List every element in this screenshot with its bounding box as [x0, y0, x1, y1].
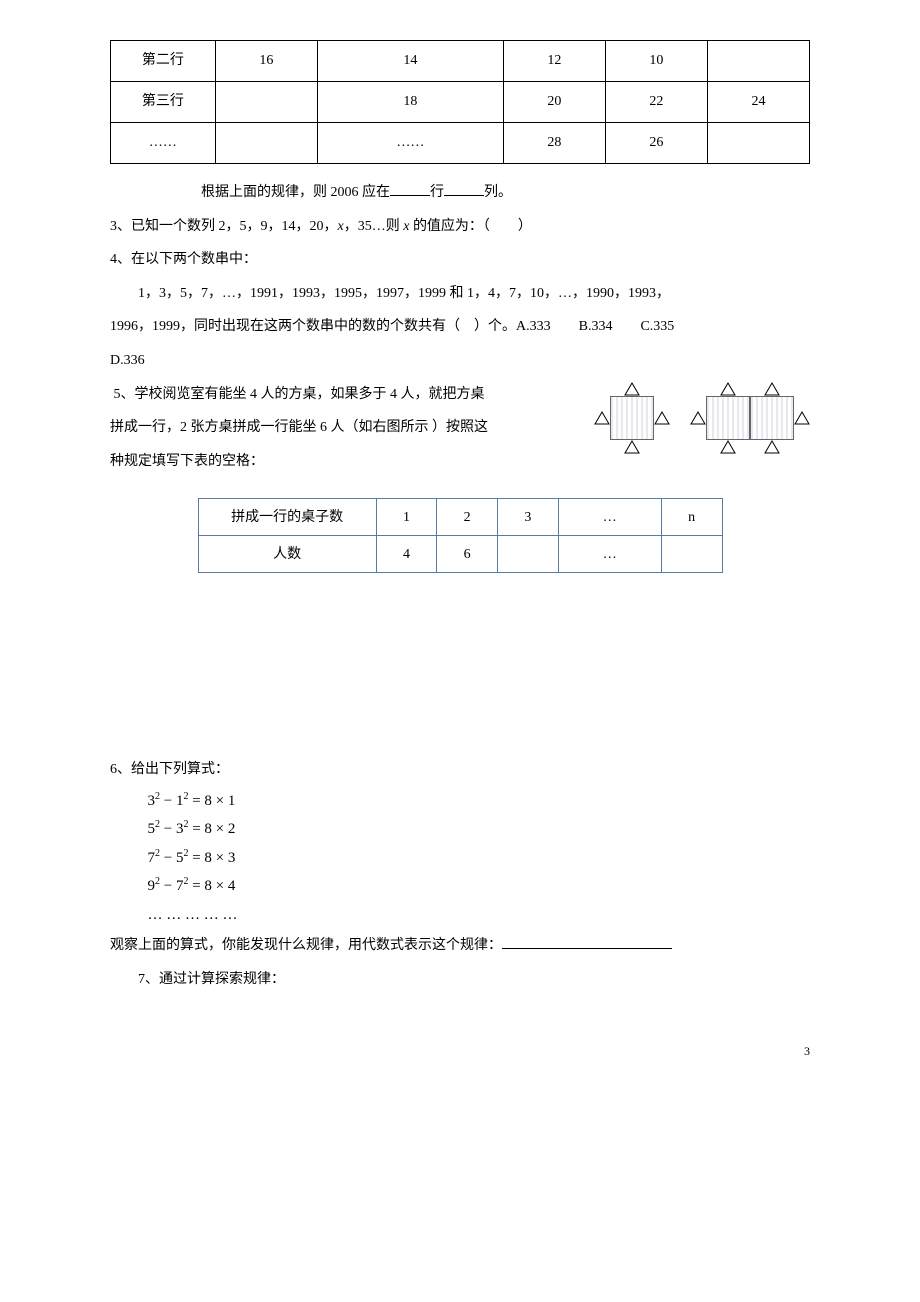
q3: 3、已知一个数列 2，5，9，14，20，x，35…则 x 的值应为：（ ） — [110, 210, 810, 244]
desk-icon — [750, 396, 794, 440]
triangle-icon — [690, 411, 706, 425]
cell: 16 — [215, 41, 317, 82]
q2-tail: 根据上面的规律，则 2006 应在 行 列。 — [110, 176, 810, 210]
fill-blank — [390, 181, 430, 196]
tri-row-top — [706, 382, 794, 396]
text: 观察上面的算式，你能发现什么规律，用代数式表示这个规律： — [110, 938, 502, 953]
cell: 4 — [376, 536, 437, 573]
text: 5、学校阅览室有能坐 4 人的方桌，如果多于 4 人，就把方桌 — [114, 387, 485, 402]
cell — [498, 536, 559, 573]
q4-line1: 1，3，5，7，…，1991，1993，1995，1997，1999 和 1，4… — [110, 277, 810, 311]
cell — [215, 123, 317, 164]
cell: … — [558, 499, 661, 536]
q5-text: 5、学校阅览室有能坐 4 人的方桌，如果多于 4 人，就把方桌 拼成一行，2 张… — [110, 378, 584, 479]
q5-block: 5、学校阅览室有能坐 4 人的方桌，如果多于 4 人，就把方桌 拼成一行，2 张… — [110, 378, 810, 479]
header-cell: 人数 — [198, 536, 376, 573]
figure-two-desks — [690, 382, 810, 454]
cell: 14 — [317, 41, 503, 82]
text: ，35…则 — [344, 219, 404, 234]
eq-line: 32 − 12 = 8 × 1 — [148, 787, 811, 816]
spacer — [110, 633, 810, 753]
cell: 28 — [503, 123, 605, 164]
cell: 1 — [376, 499, 437, 536]
cell: 10 — [605, 41, 707, 82]
cell: 24 — [707, 82, 809, 123]
page-content: 第二行 16 14 12 10 第三行 18 20 22 24 …… …… 28… — [0, 0, 920, 1105]
triangle-icon — [764, 382, 780, 396]
q5-line1: 5、学校阅览室有能坐 4 人的方桌，如果多于 4 人，就把方桌 — [110, 378, 584, 412]
triangle-icon — [720, 382, 736, 396]
page-number: 3 — [110, 1037, 810, 1066]
triangle-icon — [624, 382, 640, 396]
tri-row-bottom — [594, 440, 670, 454]
text: 行 — [430, 185, 444, 200]
cell: 20 — [503, 82, 605, 123]
text: 3、已知一个数列 2，5，9，14，20， — [110, 219, 338, 234]
q6-lead: 6、给出下列算式： — [110, 753, 810, 787]
table-row: 拼成一行的桌子数 1 2 3 … n — [198, 499, 722, 536]
cell: 18 — [317, 82, 503, 123]
cell: …… — [317, 123, 503, 164]
eq-line: 92 − 72 = 8 × 4 — [148, 872, 811, 901]
cell: 3 — [498, 499, 559, 536]
triangle-icon — [720, 440, 736, 454]
eq-line: 72 − 52 = 8 × 3 — [148, 844, 811, 873]
q6-equations: 32 − 12 = 8 × 1 52 − 32 = 8 × 2 72 − 52 … — [148, 787, 811, 930]
q5-figures — [594, 378, 810, 454]
eq-line: … … … … … — [148, 901, 811, 930]
cell: n — [661, 499, 722, 536]
text: 的值应为：（ ） — [409, 219, 532, 234]
fill-blank — [502, 934, 672, 949]
table-rows-pattern: 第二行 16 14 12 10 第三行 18 20 22 24 …… …… 28… — [110, 40, 810, 164]
cell: 26 — [605, 123, 707, 164]
table-row: …… …… 28 26 — [111, 123, 810, 164]
q4-line2: 1996，1999，同时出现在这两个数串中的数的个数共有（ ）个。A.333 B… — [110, 310, 810, 344]
cell: … — [558, 536, 661, 573]
q4-lead: 4、在以下两个数串中： — [110, 243, 810, 277]
desk-icon — [706, 396, 750, 440]
q6-tail: 观察上面的算式，你能发现什么规律，用代数式表示这个规律： — [110, 929, 810, 963]
cell — [707, 123, 809, 164]
text: 根据上面的规律，则 2006 应在 — [201, 185, 390, 200]
tri-row-top — [594, 382, 670, 396]
cell — [215, 82, 317, 123]
triangle-icon — [794, 411, 810, 425]
q5-line2: 拼成一行，2 张方桌拼成一行能坐 6 人（如右图所示 ）按照这 — [110, 411, 584, 445]
fill-blank — [444, 181, 484, 196]
cell: 2 — [437, 499, 498, 536]
q5-line3: 种规定填写下表的空格： — [110, 445, 584, 479]
triangle-icon — [624, 440, 640, 454]
tri-row-bottom — [706, 440, 794, 454]
triangle-icon — [764, 440, 780, 454]
figure-one-desk — [594, 382, 670, 454]
cell: 22 — [605, 82, 707, 123]
table-row: 第二行 16 14 12 10 — [111, 41, 810, 82]
triangle-icon — [654, 411, 670, 425]
cell — [661, 536, 722, 573]
table-row: 第三行 18 20 22 24 — [111, 82, 810, 123]
table-desks: 拼成一行的桌子数 1 2 3 … n 人数 4 6 … — [198, 498, 723, 573]
text: 列。 — [484, 185, 512, 200]
eq-line: 52 − 32 = 8 × 2 — [148, 815, 811, 844]
desk-row — [690, 396, 810, 440]
q4-line3: D.336 — [110, 344, 810, 378]
cell: 12 — [503, 41, 605, 82]
header-cell: 拼成一行的桌子数 — [198, 499, 376, 536]
row-label: 第二行 — [111, 41, 216, 82]
row-label: …… — [111, 123, 216, 164]
q7: 7、通过计算探索规律： — [110, 963, 810, 997]
desk-icon — [610, 396, 654, 440]
table-row: 人数 4 6 … — [198, 536, 722, 573]
desk-row — [594, 396, 670, 440]
cell: 6 — [437, 536, 498, 573]
triangle-icon — [594, 411, 610, 425]
row-label: 第三行 — [111, 82, 216, 123]
cell — [707, 41, 809, 82]
